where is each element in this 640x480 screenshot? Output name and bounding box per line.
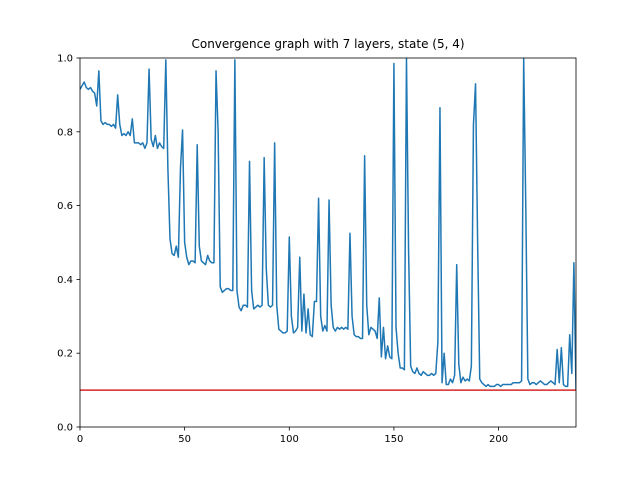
x-tick-label: 150	[384, 434, 403, 445]
y-tick-label: 0.8	[57, 127, 73, 138]
x-tick-label: 0	[77, 434, 83, 445]
axes: 0 50 100 150 200 0.0 0.2 0.4 0.6 0.8 1.0	[57, 54, 577, 445]
chart-title: Convergence graph with 7 layers, state (…	[191, 37, 464, 51]
x-tick-label: 50	[178, 434, 191, 445]
y-tick-label: 1.0	[57, 54, 73, 65]
y-tick-label: 0.2	[57, 349, 73, 360]
plot-area	[80, 58, 576, 391]
series-line-0	[80, 58, 576, 391]
x-tick-label: 100	[280, 434, 299, 445]
x-tick-label: 200	[489, 434, 508, 445]
y-tick-label: 0.4	[57, 275, 73, 286]
y-tick-label: 0.6	[57, 201, 73, 212]
axes-frame	[79, 57, 577, 428]
y-tick-label: 0.0	[57, 423, 73, 434]
